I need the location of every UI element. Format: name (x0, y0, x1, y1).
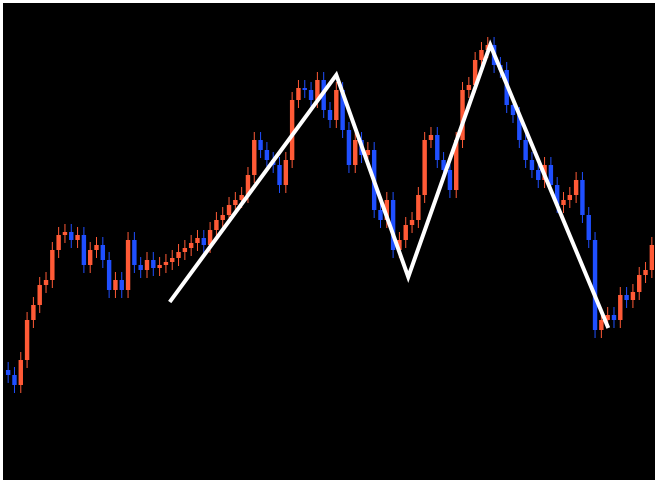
candle-body (327, 110, 333, 120)
candle-body (435, 135, 440, 160)
candle-body (340, 90, 345, 130)
candle-body (308, 90, 314, 100)
candle-body (12, 375, 17, 385)
candle-body (334, 90, 339, 120)
candle-body (454, 140, 459, 190)
candle-body (170, 258, 175, 262)
candle-body (460, 90, 465, 140)
candle-body (428, 135, 434, 140)
candle-body (523, 140, 528, 160)
candle-body (554, 185, 560, 205)
candle-body (252, 140, 257, 175)
candle-body (536, 170, 541, 180)
candle-body (43, 280, 49, 285)
candle-body (283, 160, 289, 185)
candle-body (75, 235, 80, 240)
candle-body (176, 252, 181, 258)
candle-body (422, 140, 427, 195)
candle-body (56, 235, 61, 250)
candle-body (214, 220, 219, 230)
candle-body (630, 292, 636, 300)
candle-body (195, 238, 200, 243)
candle-body (346, 130, 352, 165)
candle-body (517, 115, 522, 140)
candle-body (643, 270, 648, 275)
candle-body (233, 200, 238, 205)
candle-body (94, 245, 99, 250)
candle-body (403, 225, 408, 240)
candle-body (315, 80, 320, 100)
candle-body (69, 232, 74, 240)
candle-body (529, 160, 535, 170)
candle-body (592, 240, 598, 330)
candle-body (113, 280, 118, 290)
candle-body (207, 230, 213, 245)
candle-body (5, 370, 11, 375)
candle-body (157, 265, 162, 268)
candle-body (226, 205, 232, 215)
candle-body (649, 245, 655, 270)
candle-body (605, 315, 610, 320)
candle-body (611, 315, 617, 320)
candle-body (87, 250, 93, 265)
candle-body (441, 160, 446, 170)
candle-body (289, 100, 295, 160)
candle-body (618, 295, 623, 320)
plot-background (3, 3, 655, 480)
candle-body (548, 165, 554, 185)
candle-body (264, 150, 270, 160)
candle-body (144, 260, 150, 270)
candle-body (365, 150, 371, 155)
candle-body (37, 285, 42, 305)
candle-body (302, 88, 307, 90)
candle-body (138, 265, 143, 270)
candle-body (106, 260, 112, 290)
candle-body (580, 180, 585, 215)
candle-body (62, 232, 68, 235)
candle-body (637, 275, 642, 292)
candle-body (384, 200, 390, 220)
candle-body (390, 200, 396, 250)
candle-body (510, 105, 516, 115)
candle-body (18, 360, 23, 385)
candle-body (119, 280, 124, 290)
candle-body (416, 195, 421, 220)
candle-body (220, 215, 225, 220)
candle-body (567, 195, 573, 200)
candle-body (50, 250, 55, 280)
candle-body (245, 175, 251, 195)
candle-body (188, 243, 194, 248)
candle-body (353, 140, 358, 165)
candle-body (447, 170, 453, 190)
candle-body (125, 240, 131, 290)
candle-body (586, 215, 591, 240)
candle-body (81, 235, 87, 265)
candle-body (277, 165, 282, 185)
candle-body (24, 320, 30, 360)
candle-body (472, 60, 478, 85)
candle-body (624, 295, 629, 300)
candle-body (378, 210, 383, 220)
candle-body (397, 240, 402, 250)
candle-body (296, 88, 301, 100)
candle-body (258, 140, 263, 150)
candle-body (132, 240, 137, 265)
candle-body (163, 262, 169, 265)
candle-body (409, 220, 415, 225)
candle-body (573, 180, 579, 195)
pattern-line (168, 39, 611, 329)
candle-body (201, 238, 206, 245)
candle-body (599, 320, 604, 330)
candle-body (561, 200, 566, 205)
candle-body (479, 50, 484, 60)
candle-body (239, 195, 244, 200)
candle-body (466, 85, 472, 90)
candle-body (31, 305, 36, 320)
candle-body (100, 245, 106, 260)
candle-body (182, 248, 188, 252)
candle-body (151, 260, 156, 268)
